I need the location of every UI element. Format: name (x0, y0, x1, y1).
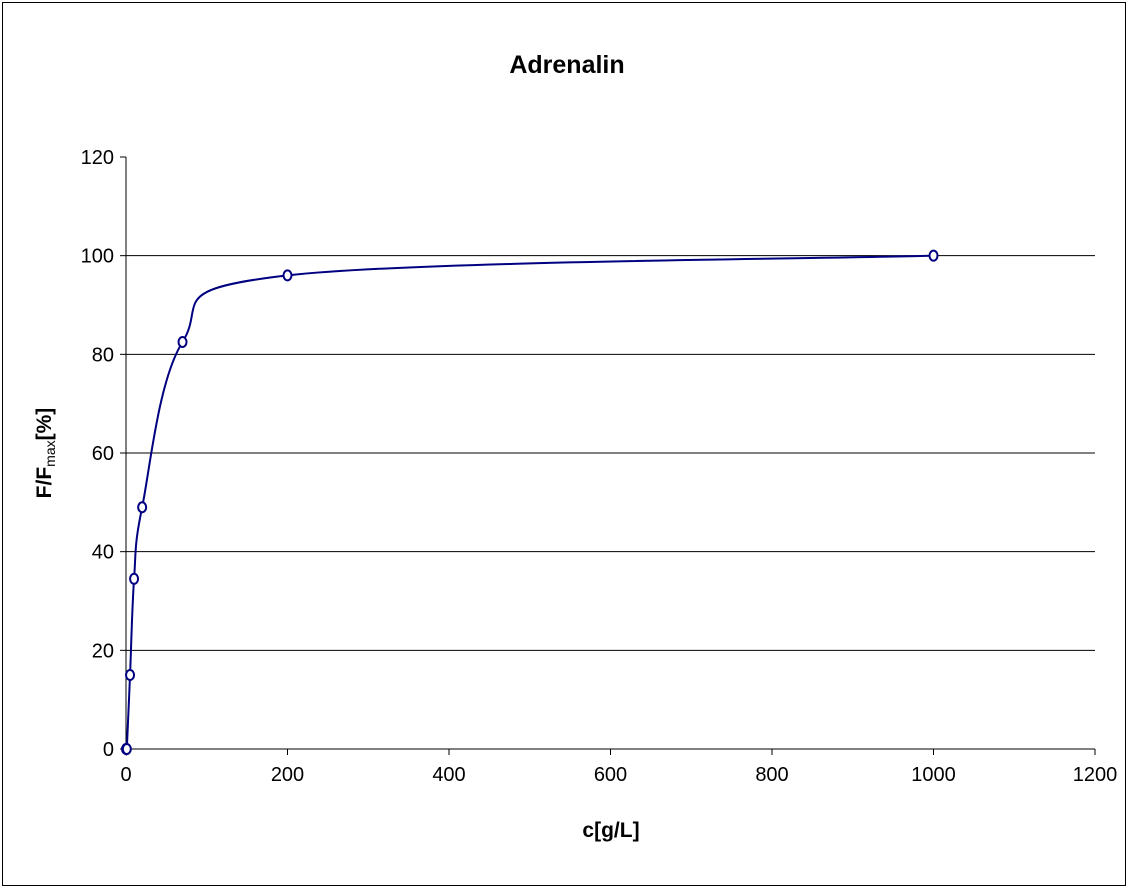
series-layer (121, 249, 939, 756)
chart-title: Adrenalin (509, 51, 624, 79)
y-axis-title-subscript: max (42, 440, 58, 466)
y-axis-title: F/Fmax[%] (33, 408, 58, 499)
data-point (177, 336, 188, 348)
data-point (129, 572, 140, 585)
y-tick-label: 120 (81, 147, 114, 169)
y-axis-title-suffix: [%] (33, 408, 56, 441)
y-axis-title-main: F/F (33, 467, 56, 499)
y-tick-label: 100 (81, 246, 114, 268)
data-point (121, 743, 132, 755)
x-tick-label: 200 (271, 764, 304, 786)
x-tick-label: 0 (120, 764, 131, 786)
axes (120, 156, 1096, 755)
y-tick-label: 0 (103, 739, 114, 761)
series-line (125, 254, 934, 756)
x-tick-label: 600 (594, 764, 627, 786)
x-tick-label: 400 (432, 764, 465, 786)
x-axis-title: c[g/L] (582, 819, 639, 842)
x-tick-label: 1200 (1073, 764, 1118, 786)
x-tick-label: 1000 (911, 764, 956, 786)
x-tick-label: 800 (755, 764, 788, 786)
y-tick-label: 40 (92, 542, 114, 564)
data-point (282, 269, 293, 282)
gridlines (126, 255, 1095, 651)
y-tick-label: 80 (92, 344, 114, 366)
data-point (125, 669, 136, 681)
data-point (137, 501, 148, 514)
data-point (928, 249, 939, 262)
y-tick-label: 60 (92, 443, 114, 465)
y-tick-label: 20 (92, 640, 114, 662)
